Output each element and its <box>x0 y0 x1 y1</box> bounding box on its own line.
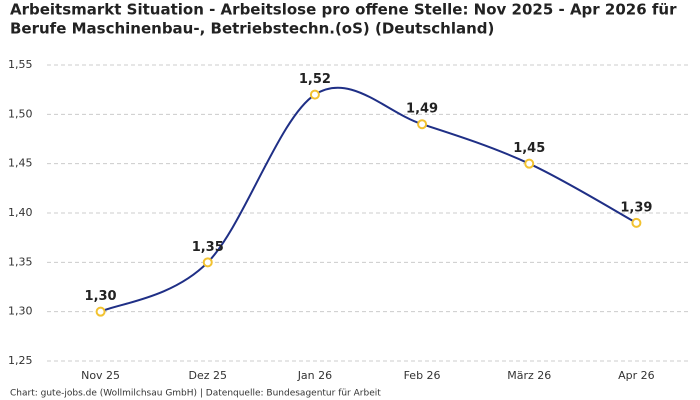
x-tick-label: Nov 25 <box>81 369 120 382</box>
point <box>524 158 535 169</box>
x-tick-label: Jan 26 <box>297 369 332 382</box>
x-tick-label: Dez 25 <box>188 369 227 382</box>
value-label: 1,30 <box>85 289 117 304</box>
y-tick-label: 1,55 <box>8 58 33 71</box>
x-tick-label: Apr 26 <box>618 369 655 382</box>
point <box>417 119 428 130</box>
point <box>95 306 106 317</box>
y-tick-label: 1,30 <box>8 305 33 318</box>
value-label: 1,45 <box>513 141 545 156</box>
y-tick-label: 1,40 <box>8 206 33 219</box>
value-label: 1,52 <box>299 72 331 87</box>
chart-title: Arbeitsmarkt Situation - Arbeitslose pro… <box>10 1 677 19</box>
source: Chart: gute-jobs.de (Wollmilchsau GmbH) … <box>10 389 381 399</box>
point <box>309 89 320 100</box>
y-tick-label: 1,45 <box>8 157 33 170</box>
line <box>100 86 637 313</box>
value-label: 1,39 <box>620 200 652 215</box>
x-tick-label: Feb 26 <box>404 369 441 382</box>
value-label: 1,49 <box>406 102 438 117</box>
y-tick-label: 1,50 <box>8 107 33 120</box>
chart-title: Berufe Maschinenbau-, Betriebstechn.(oS)… <box>10 20 494 38</box>
value-label: 1,35 <box>192 240 224 255</box>
x-tick-label: März 26 <box>507 369 551 382</box>
point <box>631 217 642 228</box>
y-tick-label: 1,35 <box>8 255 33 268</box>
point <box>202 257 213 268</box>
y-tick-label: 1,25 <box>8 354 33 367</box>
